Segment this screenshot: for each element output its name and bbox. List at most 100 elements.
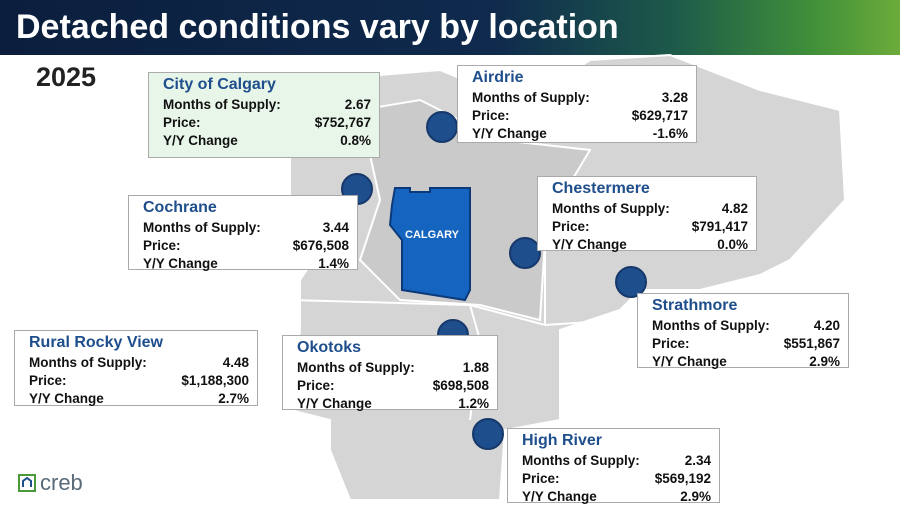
logo-icon <box>18 474 36 492</box>
logo: creb <box>18 470 83 496</box>
stat-value: $752,767 <box>314 115 371 130</box>
stat-label: Price: <box>143 238 181 253</box>
stat-label: Y/Y Change <box>29 391 104 406</box>
stat-label: Y/Y Change <box>472 126 547 141</box>
stat-value: 2.7% <box>218 391 249 406</box>
stat-value: 2.34 <box>684 453 711 468</box>
stat-row: Price: $569,192 <box>522 470 711 488</box>
stat-label: Price: <box>652 336 690 351</box>
stat-label: Y/Y Change <box>522 489 597 504</box>
stat-value: $569,192 <box>654 471 711 486</box>
stat-row: Y/Y Change 1.4% <box>143 255 349 273</box>
stat-row: Y/Y Change 2.9% <box>522 488 711 506</box>
stat-value: 4.20 <box>813 318 840 333</box>
location-box: Okotoks Months of Supply: 1.88 Price: $698,5… <box>282 335 498 413</box>
stat-label: Y/Y Change <box>297 396 372 411</box>
stat-row: Price: $791,417 <box>552 218 748 236</box>
stat-value: 1.2% <box>458 396 489 411</box>
stat-row: Months of Supply: 3.28 <box>472 89 688 107</box>
location-name: Airdrie <box>472 69 524 86</box>
location-name: City of Calgary <box>163 76 276 93</box>
stat-label: Months of Supply: <box>163 97 281 112</box>
stat-value: 1.88 <box>462 360 489 375</box>
location-name: High River <box>522 432 603 449</box>
stat-label: Months of Supply: <box>297 360 415 375</box>
stat-value: 0.0% <box>717 237 748 252</box>
location-dot <box>615 266 647 298</box>
map-label: CALGARY <box>405 229 460 241</box>
header: Detached conditions vary by location <box>0 0 900 55</box>
stat-value: 4.82 <box>721 201 748 216</box>
stat-row: Price: $551,867 <box>652 335 840 353</box>
location-box: Airdrie Months of Supply: 3.28 Price: $629,7… <box>457 65 697 143</box>
stat-label: Price: <box>522 471 560 486</box>
stat-label: Months of Supply: <box>552 201 670 216</box>
stat-value: $676,508 <box>292 238 349 253</box>
location-box: City of Calgary Months of Supply: 2.67 Pric… <box>148 72 380 158</box>
stat-value: $551,867 <box>783 336 840 351</box>
calgary-area <box>388 187 471 302</box>
stat-value: $629,717 <box>631 108 688 123</box>
stat-value: $1,188,300 <box>181 373 249 388</box>
location-dot <box>509 237 541 269</box>
stat-label: Price: <box>163 115 201 130</box>
stat-row: Y/Y Change 0.0% <box>552 236 748 254</box>
stat-label: Months of Supply: <box>143 220 261 235</box>
stat-value: 2.9% <box>809 354 840 369</box>
location-name: Okotoks <box>297 339 362 356</box>
stat-label: Months of Supply: <box>29 355 147 370</box>
location-box: High River Months of Supply: 2.34 Price: $56… <box>507 428 720 506</box>
stat-value: 2.67 <box>344 97 371 112</box>
stat-label: Y/Y Change <box>552 237 627 252</box>
stat-row: Price: $1,188,300 <box>29 372 249 390</box>
stat-label: Months of Supply: <box>652 318 770 333</box>
stat-row: Months of Supply: 4.20 <box>652 317 840 335</box>
stat-row: Price: $629,717 <box>472 107 688 125</box>
stat-row: Months of Supply: 4.82 <box>552 200 748 218</box>
stat-row: Months of Supply: 1.88 <box>297 359 489 377</box>
stat-row: Y/Y Change -1.6% <box>472 125 688 143</box>
location-box: Chestermere Months of Supply: 4.82 Price: $7… <box>537 176 757 254</box>
stat-label: Price: <box>472 108 510 123</box>
stat-row: Y/Y Change 0.8% <box>163 132 371 150</box>
stat-row: Y/Y Change 2.7% <box>29 390 249 408</box>
stat-label: Y/Y Change <box>143 256 218 271</box>
stat-row: Months of Supply: 2.67 <box>163 96 371 114</box>
stat-value: -1.6% <box>652 126 688 141</box>
stat-label: Price: <box>552 219 590 234</box>
title: Detached conditions vary by location <box>16 8 619 46</box>
location-name: Chestermere <box>552 180 650 197</box>
location-box: Strathmore Months of Supply: 4.20 Price: $55… <box>637 293 849 371</box>
stat-value: $698,508 <box>432 378 489 393</box>
stat-label: Price: <box>29 373 67 388</box>
location-dot <box>472 418 504 450</box>
stat-value: 1.4% <box>318 256 349 271</box>
stat-row: Months of Supply: 2.34 <box>522 452 711 470</box>
logo-text: creb <box>40 470 83 495</box>
location-name: Rural Rocky View <box>29 334 163 351</box>
stat-value: $791,417 <box>691 219 748 234</box>
stat-value: 4.48 <box>222 355 249 370</box>
stat-label: Months of Supply: <box>472 90 590 105</box>
stat-row: Y/Y Change 2.9% <box>652 353 840 371</box>
stat-row: Y/Y Change 1.2% <box>297 395 489 413</box>
location-box: Cochrane Months of Supply: 3.44 Price: $676,… <box>128 195 358 273</box>
location-name: Strathmore <box>652 297 738 314</box>
stat-value: 3.28 <box>661 90 688 105</box>
stat-label: Price: <box>297 378 335 393</box>
stat-value: 2.9% <box>680 489 711 504</box>
stat-label: Y/Y Change <box>163 133 238 148</box>
stat-row: Price: $676,508 <box>143 237 349 255</box>
stat-label: Y/Y Change <box>652 354 727 369</box>
stat-row: Price: $698,508 <box>297 377 489 395</box>
location-name: Cochrane <box>143 199 217 216</box>
stat-value: 3.44 <box>322 220 349 235</box>
year: 2025 <box>36 62 97 92</box>
stat-row: Months of Supply: 4.48 <box>29 354 249 372</box>
stat-row: Months of Supply: 3.44 <box>143 219 349 237</box>
stat-value: 0.8% <box>340 133 371 148</box>
stat-row: Price: $752,767 <box>163 114 371 132</box>
location-dot <box>426 111 458 143</box>
